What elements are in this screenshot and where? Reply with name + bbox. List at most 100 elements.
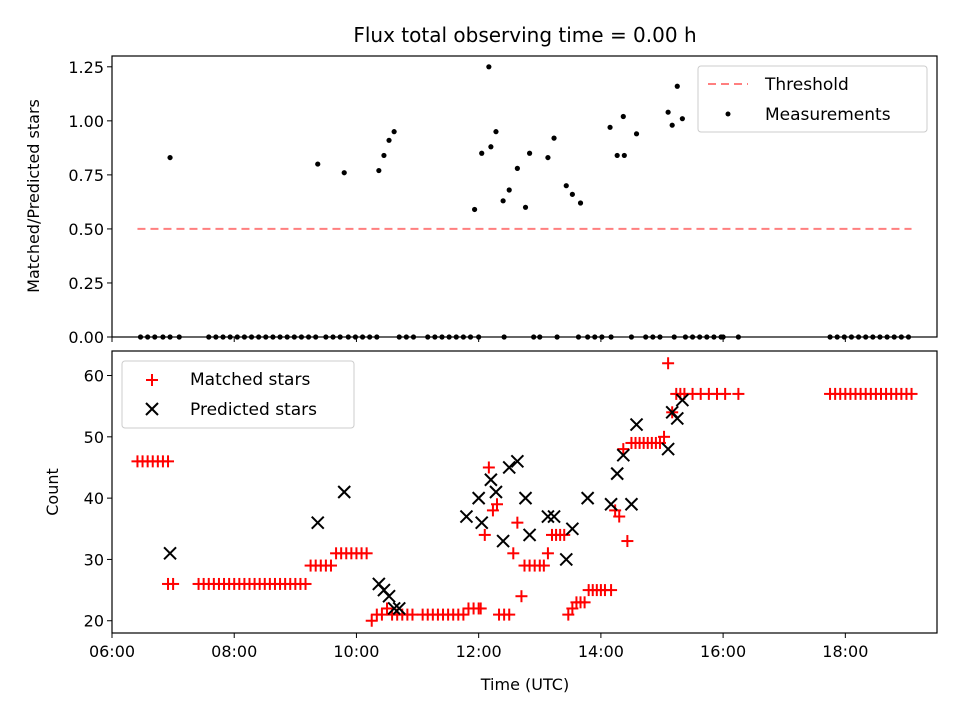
- bottom-y-tick-label: 40: [84, 489, 104, 508]
- matched-star-point: [507, 547, 520, 560]
- matched-star-point: [621, 535, 634, 548]
- measurement-point: [486, 64, 492, 70]
- predicted-star-point: [661, 442, 675, 456]
- matched-star-point: [167, 577, 180, 590]
- measurement-point: [488, 144, 494, 150]
- measurement-point: [479, 150, 485, 156]
- measurement-point: [551, 135, 557, 141]
- bottom-data-layer: [131, 357, 918, 627]
- bottom-x-axis-label: Time (UTC): [480, 675, 569, 694]
- top-legend: Threshold Measurements: [697, 65, 928, 133]
- matched-star-point: [474, 602, 487, 615]
- bottom-y-tick-label: 20: [84, 612, 104, 631]
- matched-star-point: [360, 547, 373, 560]
- measurement-point: [526, 150, 533, 156]
- measurement-point: [381, 152, 387, 159]
- matched-star-point: [541, 547, 554, 560]
- matched-star-point: [562, 608, 575, 621]
- bottom-y-axis: 20 30 40 50 60: [84, 367, 112, 631]
- matched-star-point: [537, 559, 550, 572]
- predicted-star-point: [624, 497, 639, 511]
- top-y-tick-label: 0.00: [68, 328, 104, 347]
- matched-star-point: [299, 577, 312, 590]
- top-plot-frame: [111, 55, 938, 338]
- bottom-y-tick-label: 30: [84, 550, 104, 569]
- matched-star-point: [905, 387, 918, 400]
- measurement-point: [577, 200, 584, 206]
- matched-star-point: [511, 516, 524, 529]
- predicted-star-point: [580, 491, 595, 505]
- predicted-star-point: [541, 509, 555, 524]
- predicted-star-point: [382, 589, 396, 603]
- top-y-tick-label: 1.25: [68, 58, 104, 77]
- measurement-point: [522, 204, 529, 210]
- predicted-star-point: [337, 485, 351, 499]
- measurement-point: [167, 154, 173, 161]
- bottom-legend-box: [121, 360, 355, 429]
- matched-star-point: [478, 528, 491, 541]
- measurement-point: [665, 109, 671, 115]
- threshold-legend-label: Threshold: [764, 75, 849, 95]
- matched-star-point: [609, 504, 622, 517]
- measurement-point: [506, 187, 512, 193]
- measurement-point: [514, 165, 520, 171]
- measurement-point: [621, 152, 627, 159]
- bottom-x-tick-label: 16:00: [700, 642, 746, 661]
- predicted-star-point: [629, 417, 644, 432]
- bottom-legend: Matched stars Predicted stars: [121, 360, 355, 429]
- predicted-star-point: [604, 497, 618, 511]
- bottom-y-tick-label: 60: [84, 367, 104, 386]
- measurement-point: [391, 129, 397, 135]
- matched-star-point: [406, 608, 419, 621]
- matched-star-point: [491, 498, 503, 511]
- matched-star-point: [324, 559, 337, 572]
- predicted-star-point: [670, 411, 684, 426]
- measurement-point: [341, 170, 347, 176]
- predicted-star-point: [475, 515, 489, 530]
- matched-star-point: [365, 614, 378, 627]
- matched-star-point: [375, 608, 388, 621]
- predicted-star-point: [522, 528, 537, 542]
- matched-star-point: [457, 608, 470, 621]
- measurement-point: [315, 161, 321, 167]
- predicted-star-point: [565, 522, 580, 536]
- predicted-star-point: [610, 466, 624, 481]
- matched-legend-label: Matched stars: [190, 370, 310, 390]
- matched-star-point: [605, 584, 618, 597]
- predicted-star-point: [459, 509, 474, 524]
- bottom-plot-frame: [111, 350, 938, 634]
- measurement-point: [493, 129, 499, 135]
- measurement-point: [669, 122, 675, 128]
- bottom-x-tick-label: 18:00: [822, 642, 868, 661]
- matched-star-point: [617, 443, 630, 456]
- predicted-star-point: [392, 601, 406, 616]
- matched-star-point: [381, 602, 393, 615]
- bottom-y-axis-label: Count: [43, 468, 62, 516]
- measurement-point: [620, 113, 626, 120]
- predicted-star-point: [387, 601, 401, 616]
- measurement-point: [679, 116, 685, 122]
- predicted-star-point: [510, 454, 525, 469]
- bottom-x-tick-label: 08:00: [211, 642, 257, 661]
- measurement-point: [614, 152, 620, 159]
- matched-star-point: [613, 510, 626, 523]
- matched-star-point: [653, 436, 666, 449]
- matched-star-point: [662, 357, 675, 370]
- top-y-tick-label: 1.00: [68, 112, 104, 131]
- matched-star-point: [732, 387, 745, 400]
- top-y-axis-label: Matched/Predicted stars: [24, 99, 43, 293]
- predicted-star-point: [311, 515, 325, 530]
- matched-star-point: [486, 504, 499, 517]
- top-y-axis: 0.00 0.25 0.50 0.75 1.00 1.25: [68, 58, 112, 347]
- measurement-point: [563, 183, 569, 189]
- top-chart-title: Flux total observing time = 0.00 h: [353, 23, 696, 47]
- matched-star-point: [162, 455, 175, 468]
- top-panel: Flux total observing time = 0.00 h 0.000…: [24, 23, 938, 347]
- predicted-star-point: [616, 448, 631, 462]
- predicted-star-point: [489, 485, 503, 499]
- matched-star-point: [503, 608, 516, 621]
- measurement-point: [386, 137, 392, 143]
- matched-star-point: [482, 461, 495, 474]
- predicted-star-point: [471, 491, 486, 505]
- measurement-point: [569, 191, 575, 197]
